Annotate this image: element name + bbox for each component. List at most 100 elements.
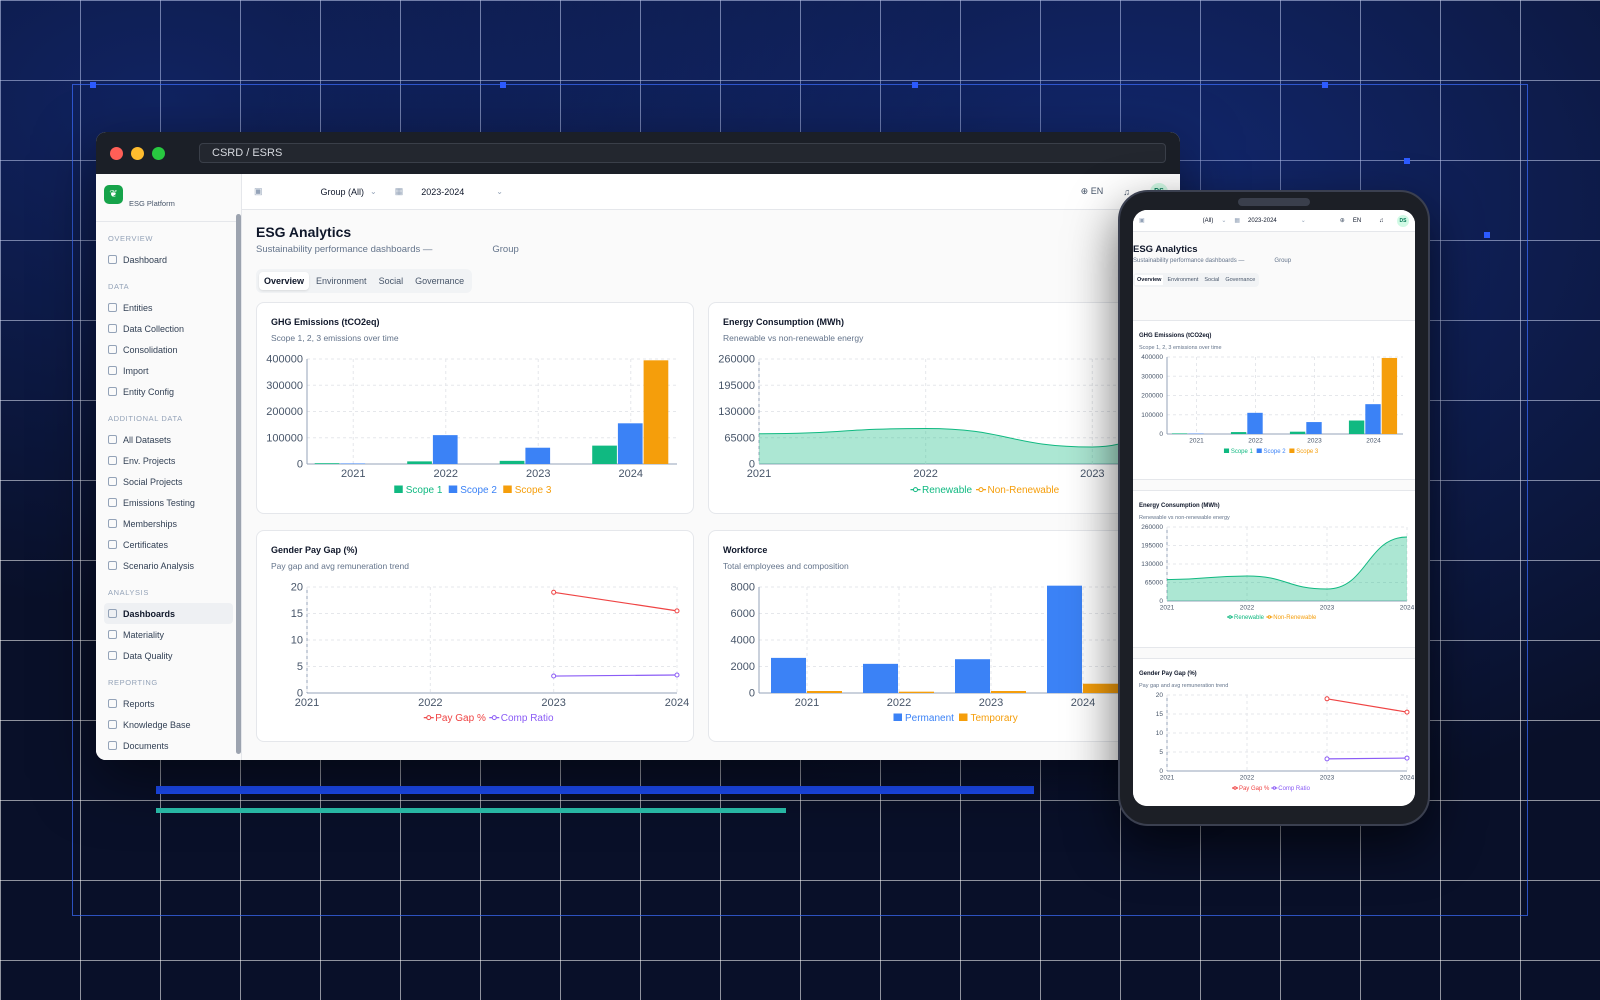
sidebar-item-social-projects[interactable]: Social Projects [96,471,241,492]
bell-icon[interactable]: ♫ [1123,186,1130,197]
chart-title: Gender Pay Gap (%) [271,545,358,555]
tab-governance[interactable]: Governance [415,276,465,286]
maximize-window-button[interactable] [152,146,165,160]
y-tick-label: 195000 [1141,543,1163,550]
decor-dot [90,82,96,88]
y-tick-label: 300000 [1141,373,1163,380]
bar [314,463,340,464]
period-selector[interactable]: 2023-2024 ⌄ [413,182,511,202]
x-tick-label: 2021 [295,697,319,709]
sidebar-item-reports[interactable]: Reports [96,693,241,714]
address-bar[interactable]: CSRD / ESRS [199,143,1166,163]
nav-icon [108,303,117,312]
y-tick-label: 100000 [1141,412,1163,419]
sidebar-item-dashboards[interactable]: Dashboards [104,603,233,624]
x-tick-label: 2023 [979,697,1003,709]
x-tick-label: 2023 [1320,605,1335,612]
decor-dot [500,82,506,88]
bar [1306,422,1322,434]
sidebar-item-label: Entities [123,302,153,313]
x-tick-label: 2024 [665,697,689,709]
sidebar-item-import[interactable]: Import [96,360,241,381]
phone-ghg-chart: 0 100000 200000 300000 400000 2021 2022 2023 202… [1141,354,1403,455]
y-tick-label: 6000 [731,608,755,620]
sidebar-item-data-collection[interactable]: Data Collection [96,318,241,339]
sidebar-item-label: Entity Config [123,386,175,397]
sidebar-item-label: Env. Projects [123,455,176,466]
x-tick-label: 2022 [418,697,442,709]
sidebar-item-data-quality[interactable]: Data Quality [96,645,241,666]
language-switcher[interactable]: ⊕ EN [1081,186,1104,197]
sidebar-item-label: Social Projects [123,476,183,487]
tab-governance[interactable]: Governance [1225,277,1256,283]
bar [1083,683,1118,693]
line-renewable [1166,536,1408,590]
nav-icon [108,498,117,507]
y-tick-label: 400000 [1141,354,1163,361]
bar [592,445,617,464]
globe-icon[interactable]: ⊕ [1339,218,1345,224]
tab-social[interactable]: Social [1204,277,1220,283]
sidebar-section-title: REPORTING [108,678,158,687]
legend-label: Temporary [971,713,1018,724]
page-subtitle-group: Group [492,244,519,255]
tab-environment[interactable]: Environment [1167,277,1199,283]
legend-label: Scope 3 [515,485,552,496]
sidebar-item-knowledge-base[interactable]: Knowledge Base [96,714,241,735]
tab-social[interactable]: Social [378,276,404,286]
chart-title: Energy Consumption (MWh) [723,317,844,327]
legend-marker [491,715,497,721]
y-tick-label: 300000 [266,380,303,392]
sidebar-item-consolidation[interactable]: Consolidation [96,339,241,360]
tab-overview[interactable]: Overview [1135,275,1164,285]
sidebar-item-label: Dashboards [123,608,176,619]
close-window-button[interactable] [110,146,123,160]
phone-paygap-chart: 0 5 10 15 20 2021 2022 2023 2024 Pay Gap % Comp Ra… [1156,692,1415,792]
sidebar-item-env-projects[interactable]: Env. Projects [96,450,241,471]
bell-icon[interactable]: ♫ [1379,217,1384,224]
decor-dot [912,82,918,88]
main-area: ▣ Group (All) ⌄ ▦ 2023-2024 ⌄ ⊕ EN ♫ DS … [242,174,1180,760]
app: ❦ ESG Platform OVERVIEW Dashboard DATA Enti… [96,174,1180,760]
sidebar-scrollbar[interactable] [236,214,241,754]
y-tick-label: 200000 [1141,393,1163,400]
nav-icon [108,741,117,750]
data-point [1324,696,1330,702]
phone-avatar[interactable]: DS [1397,214,1409,227]
y-tick-label: 0 [1159,768,1163,775]
sidebar-item-scenario-analysis[interactable]: Scenario Analysis [96,555,241,576]
decor-dot [1322,82,1328,88]
minimize-window-button[interactable] [131,146,144,160]
sidebar-item-entity-config[interactable]: Entity Config [96,381,241,402]
y-tick-label: 0 [1159,598,1163,605]
bar [955,659,990,693]
page-content: ESG Analytics Sustainability performance… [242,210,1180,303]
tab-overview[interactable]: Overview [259,272,310,290]
sidebar-item-memberships[interactable]: Memberships [96,513,241,534]
paygap-chart: 0 5 10 15 20 2021 2022 2023 2024 Pay Gap % Comp Ra… [291,582,689,724]
phone-language-label[interactable]: EN [1352,217,1362,224]
sidebar-item-certificates[interactable]: Certificates [96,534,241,555]
group-selector[interactable]: Group (All) ⌄ [313,182,385,202]
chart-subtitle: Renewable vs non-renewable energy [1139,515,1230,521]
sidebar: ❦ ESG Platform OVERVIEW Dashboard DATA Enti… [96,174,242,760]
sidebar-item-materiality[interactable]: Materiality [96,624,241,645]
nav-icon [108,609,117,618]
bar [1171,433,1188,434]
legend-marker [1233,786,1237,790]
sidebar-item-emissions-testing[interactable]: Emissions Testing [96,492,241,513]
sidebar-item-entities[interactable]: Entities [96,297,241,318]
brand[interactable]: ❦ ESG Platform [96,182,241,222]
y-tick-label: 10 [1156,730,1164,737]
sidebar-item-dashboard[interactable]: Dashboard [96,249,241,270]
data-point [674,672,680,678]
sidebar-item-all-datasets[interactable]: All Datasets [96,429,241,450]
nav-icon [108,720,117,729]
decor-dot [1404,158,1410,164]
phone-period-selector[interactable]: 2023-2024 [1248,217,1277,224]
phone-group-selector[interactable]: (All) [1202,217,1214,224]
tab-environment[interactable]: Environment [316,276,367,286]
sidebar-item-documents[interactable]: Documents [96,735,241,756]
legend-label: Scope 2 [460,485,497,496]
y-tick-label: 400000 [266,354,303,366]
